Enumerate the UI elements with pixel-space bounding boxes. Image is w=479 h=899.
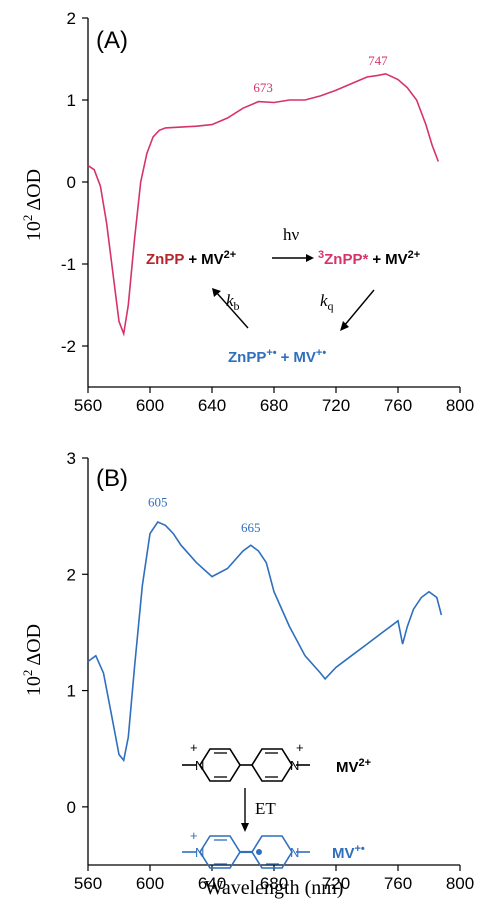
mv-dication-n-left: N bbox=[195, 758, 204, 773]
mv-structure-radical bbox=[182, 835, 310, 869]
peak-label: 665 bbox=[241, 520, 261, 535]
peak-label: 605 bbox=[148, 494, 168, 509]
x-tick-label: 760 bbox=[384, 396, 412, 415]
scheme-kq-arrowhead bbox=[340, 321, 349, 331]
y-tick-label: 2 bbox=[67, 565, 76, 584]
mv-radical-plus-left: + bbox=[190, 828, 198, 843]
x-tick-label: 800 bbox=[446, 396, 474, 415]
x-tick-label: 720 bbox=[322, 874, 350, 893]
panel-b-x-ticks: 560 600 640 680 720 760 800 bbox=[74, 865, 474, 893]
mv-structure-dication bbox=[182, 748, 310, 782]
y-tick-label: 1 bbox=[67, 682, 76, 701]
panel-b-annotations: 605 665 bbox=[148, 494, 261, 535]
mv-dication-plus-right: + bbox=[296, 740, 304, 755]
y-tick-label: 1 bbox=[67, 91, 76, 110]
scheme-kq-arrow bbox=[343, 289, 375, 327]
panel-b-y-label: 102 ΔOD bbox=[20, 624, 45, 696]
et-arrowhead bbox=[241, 823, 249, 832]
y-tick-label: 0 bbox=[67, 173, 76, 192]
scheme-kb-arrow bbox=[215, 291, 249, 329]
peak-label: 747 bbox=[368, 53, 388, 68]
x-tick-label: 600 bbox=[136, 874, 164, 893]
scheme-kq: kq bbox=[320, 291, 334, 313]
mv-dication-plus-left: + bbox=[190, 740, 198, 755]
peak-label: 673 bbox=[253, 80, 273, 95]
panel-b-series-line bbox=[87, 520, 443, 763]
panel-a-annotations: 673 747 bbox=[253, 53, 388, 95]
scheme-radical-pair: ZnPP+• + MV+• bbox=[228, 347, 326, 366]
y-tick-label: 0 bbox=[67, 798, 76, 817]
panel-a-y-ticks: -2 -1 0 1 2 bbox=[61, 9, 88, 356]
x-axis-label: Wavelength (nm) bbox=[205, 877, 344, 899]
panel-b-label: (B) bbox=[96, 465, 128, 492]
y-tick-label: 2 bbox=[67, 9, 76, 28]
mv-dication-n-right: N bbox=[290, 758, 299, 773]
y-tick-label: 3 bbox=[67, 449, 76, 468]
x-tick-label: 800 bbox=[446, 874, 474, 893]
x-tick-label: 640 bbox=[198, 396, 226, 415]
x-tick-label: 680 bbox=[260, 396, 288, 415]
et-label: ET bbox=[255, 799, 276, 818]
mv-radical-n-right: N bbox=[290, 845, 299, 860]
panel-a-y-label: 102 ΔOD bbox=[20, 169, 45, 241]
x-tick-label: 640 bbox=[198, 874, 226, 893]
scheme-hv: hν bbox=[283, 225, 300, 244]
panel-a-series-line bbox=[87, 72, 440, 337]
scheme-kb: kb bbox=[226, 291, 240, 313]
x-tick-label: 680 bbox=[260, 874, 288, 893]
panel-a-x-ticks: 560 600 640 680 720 760 800 bbox=[74, 387, 474, 415]
y-tick-label: -1 bbox=[61, 255, 76, 274]
mv-radical-n-left: N bbox=[195, 845, 204, 860]
x-tick-label: 560 bbox=[74, 874, 102, 893]
scheme-znpp: ZnPP + MV2+ bbox=[146, 249, 236, 268]
scheme-kb-arrowhead bbox=[212, 288, 221, 297]
mv-dication-label: MV2+ bbox=[336, 757, 371, 776]
scheme-triplet: 3ZnPP* + MV2+ bbox=[318, 249, 420, 268]
x-tick-label: 600 bbox=[136, 396, 164, 415]
x-tick-label: 720 bbox=[322, 396, 350, 415]
mv-radical-label: MV+• bbox=[332, 843, 365, 862]
panel-a-label: (A) bbox=[96, 27, 128, 54]
scheme-forward-arrowhead bbox=[306, 254, 314, 262]
x-tick-label: 560 bbox=[74, 396, 102, 415]
panel-b-y-ticks: 0 1 2 3 bbox=[67, 449, 88, 817]
panel-a: 560 600 640 680 720 760 800 -2 -1 0 1 2 673 747 (A)… bbox=[20, 9, 474, 415]
x-tick-label: 760 bbox=[384, 874, 412, 893]
panel-b: 560 600 640 680 720 760 800 0 1 2 3 605 665 (B) 10… bbox=[20, 449, 474, 899]
y-tick-label: -2 bbox=[61, 337, 76, 356]
reaction-scheme: ZnPP + MV2+ hν 3ZnPP* + MV2+ kb kq ZnPP+• + MV… bbox=[146, 225, 420, 366]
